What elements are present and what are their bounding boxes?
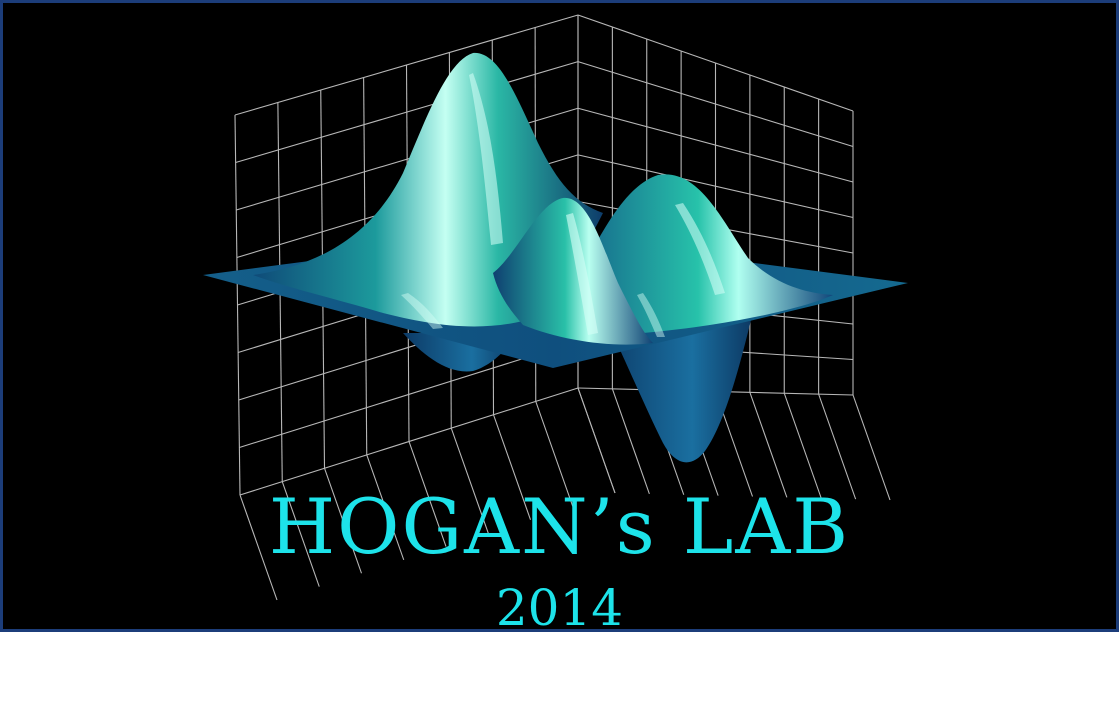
grid-line [408, 441, 447, 547]
grid-line [239, 494, 278, 601]
surface-plot-graphic [203, 14, 908, 601]
grid-line [783, 393, 822, 499]
grid-line [577, 61, 854, 148]
page-background [0, 632, 1119, 723]
grid-line [450, 427, 489, 534]
grid-line [323, 468, 363, 574]
grid-line [281, 481, 320, 587]
lab-year: 2014 [495, 579, 624, 632]
grid-line [535, 401, 574, 507]
grid-line [577, 387, 616, 494]
grid-line [611, 388, 650, 495]
grid-line [366, 454, 405, 561]
surface [203, 52, 908, 463]
lab-title: HOGAN’s LAB [268, 482, 851, 571]
grid-line [234, 14, 579, 116]
grid-line [852, 394, 891, 501]
grid-line [235, 61, 579, 164]
grid-line [818, 393, 857, 500]
grid-line [749, 392, 788, 498]
grid-line [577, 154, 854, 219]
grid-line [577, 14, 854, 112]
grid-line [577, 107, 854, 183]
grid-line [492, 414, 532, 520]
logo-banner: HOGAN’s LAB 2014 [0, 0, 1119, 632]
